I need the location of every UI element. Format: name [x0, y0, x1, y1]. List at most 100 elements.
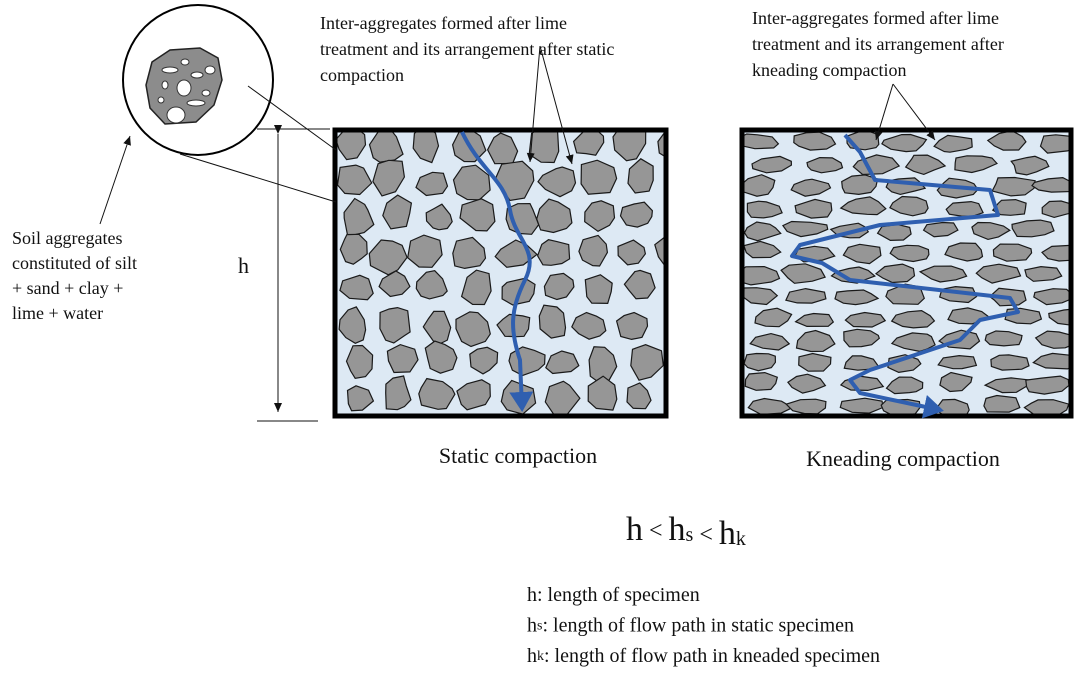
connectors [99, 45, 936, 422]
aggregate [933, 134, 973, 153]
annotation-line: treatment and its arrangement after stat… [320, 39, 614, 59]
aggregate [415, 171, 449, 197]
aggregate [630, 344, 664, 381]
aggregate [346, 385, 375, 412]
aggregate [749, 332, 791, 351]
aggregate [626, 382, 652, 410]
legend-text: : length of specimen [537, 584, 700, 606]
aggregate [584, 274, 613, 305]
aggregate [578, 234, 609, 267]
aggregate [843, 328, 881, 348]
aggregate [743, 265, 781, 286]
aggregate [379, 306, 411, 344]
aggregate [538, 304, 567, 339]
aggregate [843, 355, 880, 371]
aggregate [945, 200, 984, 218]
kneading-border [739, 127, 1074, 419]
formula-token: < [649, 518, 663, 544]
aggregate [918, 265, 968, 283]
aggregate [844, 311, 887, 328]
aggregate [1024, 265, 1063, 282]
formula-token: h [626, 511, 643, 548]
aggregate [385, 375, 412, 411]
aggregate [372, 159, 406, 197]
aggregate [990, 354, 1030, 371]
aggregate [790, 178, 832, 197]
aggregate [971, 221, 1011, 241]
aggregate [1025, 375, 1070, 395]
aggregate [794, 198, 833, 219]
flow-path-kneading [790, 133, 1020, 419]
aggregate [338, 306, 367, 344]
aggregate [794, 312, 835, 328]
caption: Static compaction [439, 443, 597, 468]
aggregate [754, 307, 793, 328]
aggregate [874, 263, 916, 284]
annotation-line: kneading compaction [752, 60, 906, 80]
static-border [332, 127, 669, 419]
aggregate [543, 272, 575, 301]
aggregate [571, 311, 607, 340]
aggregate [1010, 155, 1050, 176]
annotation-line: + sand + clay + [12, 278, 123, 298]
aggregate [343, 197, 375, 237]
aggregate [1033, 288, 1070, 306]
aggregate [806, 156, 844, 174]
aggregate [339, 274, 374, 301]
aggregate [743, 133, 780, 150]
aggregate [889, 195, 929, 217]
aggregate [572, 131, 605, 156]
aggregate [991, 176, 1036, 197]
legend-symbol: h [527, 584, 537, 606]
aggregate [937, 354, 978, 370]
annotation-line: Inter-aggregates formed after lime [752, 8, 999, 28]
legend-symbol: h [527, 614, 537, 636]
aggregate [452, 164, 491, 201]
aggregate [654, 236, 665, 267]
aggregate [793, 131, 837, 151]
aggregate [345, 344, 374, 379]
aggregate [336, 164, 373, 196]
formula: h < hs < hk [626, 511, 746, 552]
aggregate [986, 131, 1027, 151]
caption: Kneading compaction [806, 446, 1000, 471]
aggregate [1039, 134, 1070, 154]
aggregate [798, 352, 832, 372]
aggregate [536, 198, 573, 234]
annotation-line: lime + water [12, 303, 103, 323]
aggregate [459, 198, 496, 232]
formula-token: h [719, 515, 736, 552]
aggregate [537, 166, 577, 198]
aggregate [615, 311, 649, 341]
aggregate [1031, 176, 1070, 193]
annotation-line: constituted of silt [12, 253, 137, 273]
aggregate [587, 375, 618, 411]
aggregate [386, 343, 419, 374]
aggregate [424, 340, 458, 374]
aggregate [627, 158, 654, 194]
legend-text: : length of flow path in static specimen [542, 614, 854, 636]
aggregate [382, 194, 413, 230]
aggregate [422, 310, 452, 347]
aggregate [657, 131, 665, 158]
aggregate [954, 155, 999, 174]
aggregate [580, 159, 618, 195]
aggregate [975, 263, 1022, 284]
aggregate [939, 371, 973, 393]
aggregate [839, 397, 884, 414]
legend-sub: k [537, 649, 544, 664]
aggregate [1041, 244, 1070, 262]
legend-line: hs: length of flow path in static specim… [527, 614, 854, 636]
annotation-line: Soil aggregates [12, 228, 122, 248]
aggregate [545, 350, 580, 375]
aggregate [584, 200, 616, 233]
aggregate [623, 269, 656, 300]
flow-path-static [460, 131, 534, 412]
formula-token: < [699, 522, 713, 548]
aggregate [425, 203, 453, 231]
aggregate [904, 154, 947, 176]
aggregate [460, 269, 492, 306]
aggregate [890, 309, 936, 329]
aggregate [744, 371, 779, 391]
aggregate [983, 394, 1021, 413]
